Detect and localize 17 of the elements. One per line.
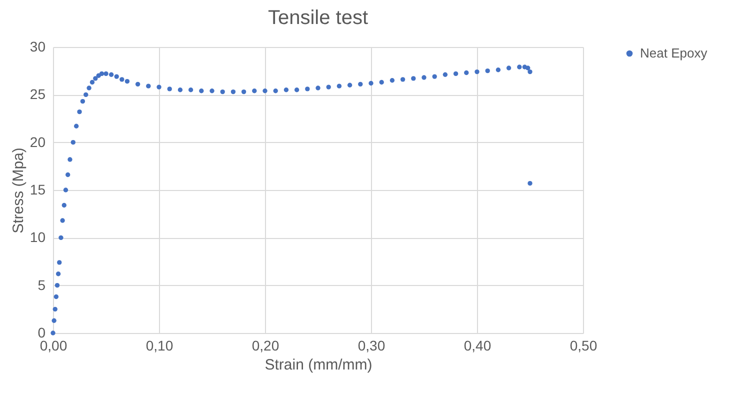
y-tick-label: 5 <box>38 276 46 293</box>
y-axis-title: Stress (Mpa) <box>10 148 27 234</box>
y-tick-label: 25 <box>30 86 46 102</box>
y-tick-label: 15 <box>30 182 46 198</box>
y-tick-label: 0 <box>38 324 46 340</box>
x-axis-title: Strain (mm/mm) <box>264 356 372 374</box>
y-tick-label: 20 <box>30 134 46 150</box>
x-tick-label: 0,00 <box>40 338 68 354</box>
x-tick-label: 0,50 <box>570 338 598 354</box>
legend-label: Neat Epoxy <box>640 46 708 60</box>
x-tick-label: 0,40 <box>464 338 492 354</box>
x-tick-label: 0,30 <box>358 338 386 354</box>
y-tick-label: 30 <box>30 38 46 54</box>
x-tick-label: 0,10 <box>146 338 174 354</box>
x-tick-label: 0,20 <box>252 338 280 354</box>
chart-title: Tensile test <box>268 7 368 29</box>
y-tick-label: 10 <box>30 229 46 246</box>
